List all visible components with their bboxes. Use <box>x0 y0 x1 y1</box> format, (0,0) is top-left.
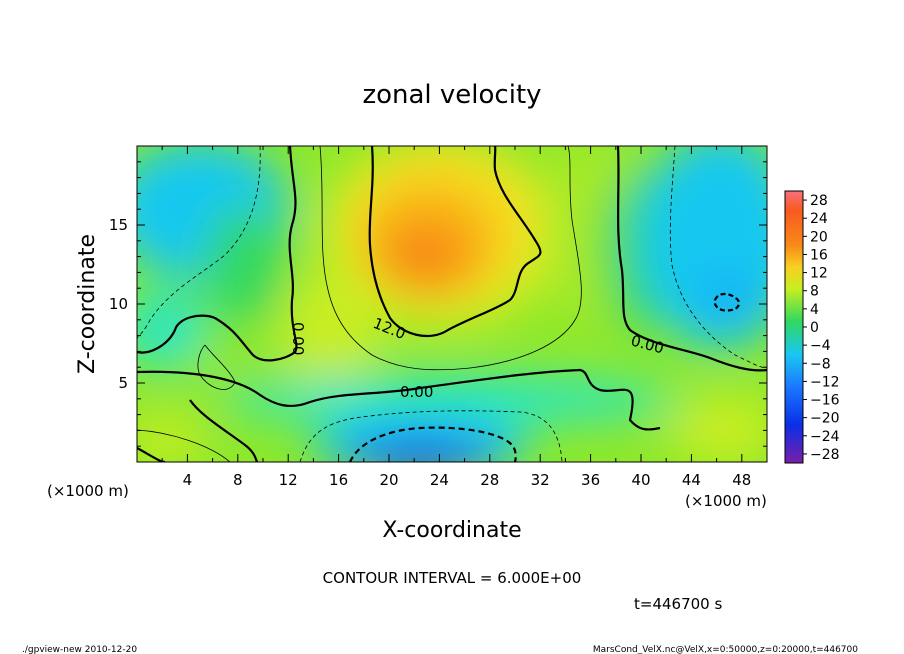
x-tick-label: 44 <box>682 471 701 489</box>
x-unit-right: (×1000 m) <box>685 492 767 510</box>
contour-line-thin <box>137 429 231 462</box>
x-tick-label: 36 <box>581 471 600 489</box>
contour-line-thin <box>319 146 582 371</box>
x-tick-label: 16 <box>329 471 348 489</box>
x-axis-ticks: 4 8 12 16 20 24 28 32 36 40 44 48 <box>161 146 751 489</box>
contour-label-zero-center: 0.00 <box>400 383 433 401</box>
field-blobs <box>137 146 767 462</box>
y-axis-label: Z-coordinate <box>75 234 100 374</box>
y-axis-ticks: 5 10 15 <box>109 161 767 447</box>
y-tick-label: 15 <box>109 216 128 234</box>
footer-right: MarsCond_VelX.nc@VelX,x=0:50000,z=0:2000… <box>593 645 858 654</box>
colorbar-label: 0 <box>810 320 819 336</box>
x-unit-left: (×1000 m) <box>47 482 129 500</box>
colorbar-label: 4 <box>810 302 819 318</box>
colorbar-label: 8 <box>810 284 819 300</box>
colorbar-label: 12 <box>810 266 828 282</box>
contour-label-zero-left: 0.00 <box>289 322 307 355</box>
colorbar-label: −12 <box>810 374 840 390</box>
x-tick-label: 20 <box>379 471 398 489</box>
x-tick-label: 48 <box>732 471 751 489</box>
chart-title: zonal velocity <box>362 80 541 110</box>
x-tick-label: 32 <box>531 471 550 489</box>
contour-line-neg <box>348 426 517 462</box>
y-tick-label: 10 <box>109 295 128 313</box>
x-tick-label: 24 <box>430 471 449 489</box>
x-tick-label: 40 <box>631 471 650 489</box>
x-tick-label: 8 <box>233 471 243 489</box>
contour-line-zero <box>616 146 767 372</box>
x-axis-label: X-coordinate <box>382 518 521 543</box>
colorbar-labels: 28 24 20 16 12 8 4 0 −4 −8 −12 −16 −20 −24 −28 <box>803 193 840 463</box>
contour-line-zero <box>137 146 298 362</box>
contour-line-neg <box>137 146 261 339</box>
colorbar <box>784 190 804 464</box>
x-tick-label: 12 <box>279 471 298 489</box>
colorbar-label: −20 <box>810 411 840 427</box>
colorbar-label: −8 <box>810 356 831 372</box>
colorbar-label: 16 <box>810 247 828 263</box>
colorbar-label: 20 <box>810 229 828 245</box>
contour-line-zero <box>137 368 661 431</box>
contour-interval: CONTOUR INTERVAL = 6.000E+00 <box>323 569 582 587</box>
contour-line-neg <box>669 146 767 369</box>
colorbar-label: 24 <box>810 211 828 227</box>
colorbar-label: 28 <box>810 193 828 209</box>
x-tick-label: 28 <box>480 471 499 489</box>
contour-line-zero <box>189 399 259 462</box>
contour-line-neg <box>299 410 563 462</box>
contour-lines <box>137 146 767 462</box>
colorbar-label: −24 <box>810 429 840 445</box>
contour-line-neg <box>713 292 740 312</box>
contour-line-thin <box>197 344 236 390</box>
contour-line-twelve <box>368 146 542 338</box>
colorbar-label: −28 <box>810 447 840 463</box>
colorbar-label: −4 <box>810 338 831 354</box>
x-tick-label: 4 <box>183 471 193 489</box>
contour-field: 12.0 0.00 0.00 0.00 <box>137 146 767 462</box>
footer-left: ./gpview-new 2010-12-20 <box>22 645 137 654</box>
time-stamp: t=446700 s <box>634 595 722 613</box>
y-tick-label: 5 <box>118 374 128 392</box>
colorbar-label: −16 <box>810 393 840 409</box>
